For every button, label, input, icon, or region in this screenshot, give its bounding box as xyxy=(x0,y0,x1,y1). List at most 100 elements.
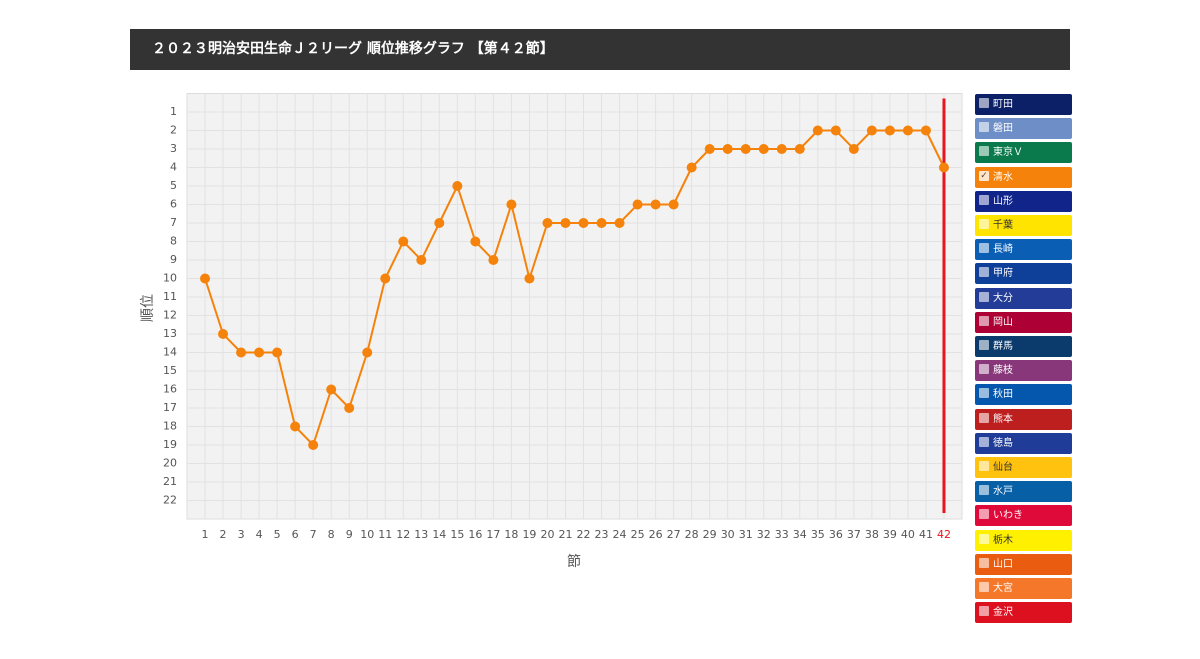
legend-checkbox[interactable] xyxy=(979,436,989,447)
x-tick-label: 23 xyxy=(595,528,609,541)
x-tick-label: 34 xyxy=(793,528,807,541)
y-tick-label: 20 xyxy=(163,457,177,470)
x-tick-label: 29 xyxy=(703,528,717,541)
data-point xyxy=(848,144,859,154)
legend-checkbox[interactable] xyxy=(979,388,989,399)
legend-item[interactable]: ✓ 清水 xyxy=(975,166,1072,188)
y-tick-label: 2 xyxy=(170,124,177,137)
legend-checkbox[interactable] xyxy=(979,461,989,471)
legend-checkbox[interactable] xyxy=(979,364,989,375)
legend-label: 藤枝 xyxy=(993,365,1013,377)
legend-checkbox[interactable] xyxy=(979,412,989,423)
legend-checkbox[interactable] xyxy=(979,122,989,133)
legend-label: 大分 xyxy=(993,292,1013,304)
x-tick-label: 38 xyxy=(865,528,879,541)
data-point xyxy=(416,255,427,265)
y-tick-label: 21 xyxy=(163,475,177,488)
x-tick-label: 19 xyxy=(522,528,536,541)
x-tick-label: 27 xyxy=(667,528,681,541)
y-tick-label: 22 xyxy=(163,494,177,507)
data-point xyxy=(542,218,553,228)
x-tick-label: 21 xyxy=(558,528,572,541)
legend-label: 町田 xyxy=(993,99,1013,110)
legend-item[interactable]: 栃木 xyxy=(975,529,1072,551)
legend-checkbox[interactable] xyxy=(979,485,989,496)
legend-item[interactable]: 山口 xyxy=(975,553,1072,575)
legend-item[interactable]: 千葉 xyxy=(975,215,1072,236)
legend-item[interactable]: 長崎 xyxy=(975,239,1072,261)
data-point xyxy=(560,218,571,228)
legend-checkbox[interactable] xyxy=(979,533,989,544)
legend-item[interactable]: 大宮 xyxy=(975,578,1072,599)
legend-label: 大宮 xyxy=(993,583,1013,594)
x-tick-label: 5 xyxy=(274,528,281,541)
legend-item[interactable]: いわき xyxy=(975,505,1072,527)
legend-item[interactable]: 仙台 xyxy=(975,457,1072,478)
legend-label: 山口 xyxy=(993,558,1013,570)
data-point xyxy=(776,144,787,154)
x-tick-label: 2 xyxy=(220,528,227,541)
x-tick-label: 36 xyxy=(829,528,843,541)
x-tick-label: 31 xyxy=(739,528,753,541)
legend-checkbox[interactable] xyxy=(979,340,989,350)
legend-label: 栃木 xyxy=(993,534,1013,546)
legend-item[interactable]: 東京Ｖ xyxy=(975,142,1072,164)
legend-item[interactable]: 金沢 xyxy=(975,602,1072,624)
legend-item[interactable]: 山形 xyxy=(975,190,1072,212)
x-tick-label: 42 xyxy=(937,528,951,541)
legend-checkbox[interactable] xyxy=(979,98,989,108)
legend-label: 徳島 xyxy=(993,437,1013,449)
legend-item[interactable]: 熊本 xyxy=(975,408,1072,430)
y-tick-label: 1 xyxy=(170,105,177,118)
legend-item[interactable]: 藤枝 xyxy=(975,360,1072,382)
legend-label: 秋田 xyxy=(993,389,1013,401)
legend-checkbox[interactable] xyxy=(979,606,989,617)
legend-item[interactable]: 岡山 xyxy=(975,311,1072,333)
data-point xyxy=(578,218,589,228)
x-tick-label: 18 xyxy=(504,528,518,541)
legend-item[interactable]: 水戸 xyxy=(975,481,1072,503)
data-point xyxy=(812,125,823,136)
y-tick-label: 17 xyxy=(163,401,177,414)
x-tick-label: 11 xyxy=(378,528,392,541)
legend-checkbox[interactable] xyxy=(979,194,989,205)
legend-checkbox[interactable] xyxy=(979,291,989,302)
legend-label: 千葉 xyxy=(993,220,1013,231)
legend-checkbox[interactable] xyxy=(979,243,989,254)
legend-checkbox[interactable]: ✓ xyxy=(979,170,989,181)
legend-checkbox[interactable] xyxy=(979,582,989,592)
legend-item[interactable]: 秋田 xyxy=(975,384,1072,406)
legend-item[interactable]: 町田 xyxy=(975,94,1072,115)
data-point xyxy=(308,440,319,450)
legend-checkbox[interactable] xyxy=(979,557,989,568)
legend-label: いわき xyxy=(993,510,1023,522)
legend-item[interactable]: 群馬 xyxy=(975,336,1072,357)
data-point xyxy=(362,347,373,358)
x-tick-label: 33 xyxy=(775,528,789,541)
legend-checkbox[interactable] xyxy=(979,219,989,229)
data-point xyxy=(452,181,463,191)
legend-checkbox[interactable] xyxy=(979,509,989,520)
data-point xyxy=(272,347,283,358)
x-tick-label: 41 xyxy=(919,528,933,541)
legend-checkbox[interactable] xyxy=(979,146,989,157)
legend-item[interactable]: 磐田 xyxy=(975,118,1072,140)
data-point xyxy=(722,144,733,154)
data-point xyxy=(866,125,877,136)
data-point xyxy=(218,329,229,339)
y-tick-label: 16 xyxy=(163,383,177,396)
x-tick-label: 13 xyxy=(414,528,428,541)
legend-label: 仙台 xyxy=(993,462,1013,473)
legend-item[interactable]: 大分 xyxy=(975,287,1072,309)
x-tick-label: 14 xyxy=(432,528,446,541)
legend-item[interactable]: 甲府 xyxy=(975,263,1072,285)
data-point xyxy=(488,255,499,265)
legend-label: 甲府 xyxy=(993,268,1013,280)
legend-item[interactable]: 徳島 xyxy=(975,432,1072,454)
legend-label: 岡山 xyxy=(993,316,1013,328)
data-point xyxy=(920,125,931,136)
legend-checkbox[interactable] xyxy=(979,267,989,278)
legend-checkbox[interactable] xyxy=(979,315,989,326)
